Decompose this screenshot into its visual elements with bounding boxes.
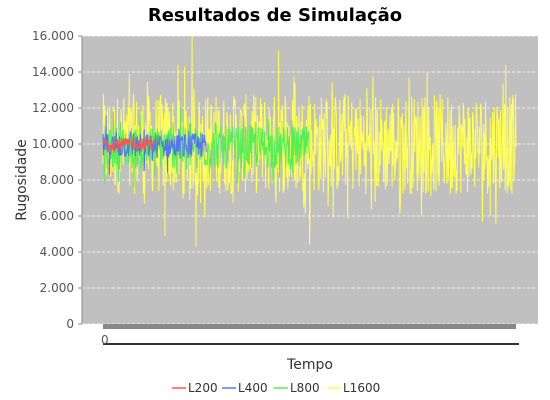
x-tick-marks	[103, 324, 516, 329]
chart-title: Resultados de Simulação	[148, 5, 402, 26]
series-line-l200	[102, 137, 156, 154]
legend-label-l800: L800	[290, 381, 320, 395]
y-tick-label: 0	[66, 317, 74, 331]
x-axis-label: Tempo	[286, 357, 333, 373]
legend: L200 L400 L800 L1600	[172, 381, 380, 395]
x-tick-label: 0	[101, 333, 109, 347]
y-tick-label: 16.000	[32, 29, 74, 43]
y-axis: 0 2.000 4.000 6.000 8.000 10.000 12.000 14.000 1…	[32, 29, 83, 331]
legend-label-l200: L200	[188, 381, 218, 395]
y-axis-label: Rugosidade	[14, 139, 30, 221]
y-tick-label: 4.000	[40, 245, 74, 259]
y-tick-label: 10.000	[32, 137, 74, 151]
legend-label-l400: L400	[238, 381, 268, 395]
y-tick-label: 8.000	[40, 173, 74, 187]
y-tick-label: 12.000	[32, 101, 74, 115]
x-axis: 0	[101, 324, 519, 347]
series-lines	[102, 35, 517, 247]
legend-label-l1600: L1600	[343, 381, 380, 395]
y-tick-label: 6.000	[40, 209, 74, 223]
series-line-l1600	[102, 35, 517, 247]
y-tick-label: 14.000	[32, 65, 74, 79]
series-line-l400	[102, 115, 207, 175]
y-tick-label: 2.000	[40, 281, 74, 295]
series-line-l800	[102, 107, 310, 188]
